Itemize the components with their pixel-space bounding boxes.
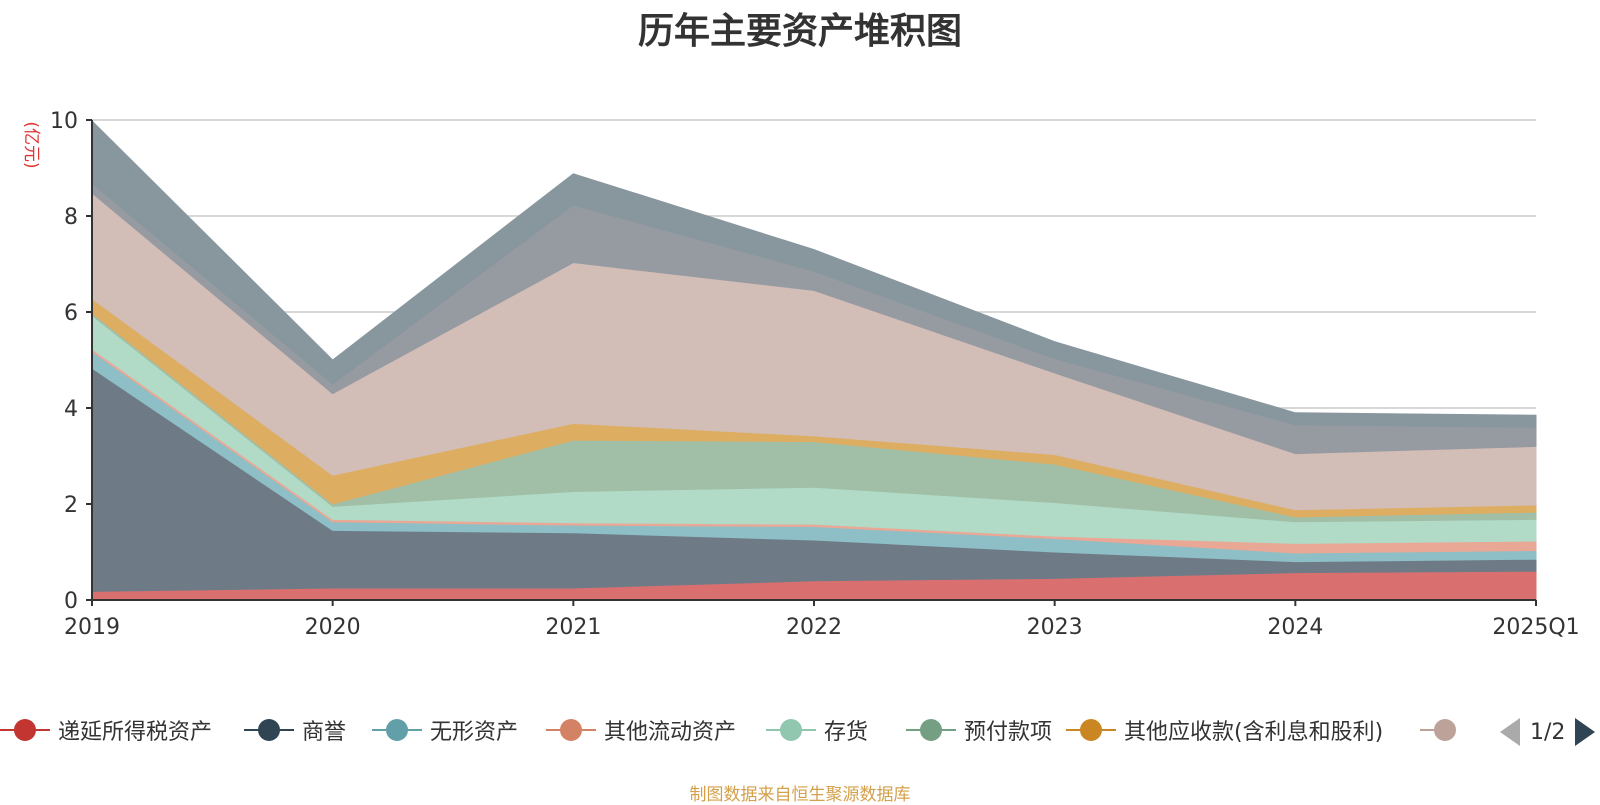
x-tick-label: 2022 [786,615,842,640]
legend-label: 商誉 [302,720,347,745]
legend-item[interactable]: 商誉 [244,712,346,748]
legend-item[interactable]: 递延所得税资产 [0,712,212,748]
legend-marker-icon [766,716,816,744]
x-tick-label: 2023 [1027,615,1083,640]
legend-item[interactable]: 其他流动资产 [546,712,736,748]
legend-marker-icon [1420,716,1456,744]
legend-item[interactable]: 无形资产 [372,712,518,748]
legend-marker-icon [372,716,422,744]
legend-next-page-icon[interactable] [1575,718,1596,746]
area-series [91,119,1537,601]
legend-item[interactable]: 其他应收款(含利息和股利) [1066,712,1383,748]
legend-label: 递延所得税资产 [58,720,213,745]
legend: 递延所得税资产 商誉 无形资产 其他流动资产 存货 预付款项 其他应收款(含利息和股利) [0,712,1600,752]
y-unit-label: (亿元) [21,121,41,168]
legend-item[interactable] [1420,712,1460,748]
legend-marker-dot [1080,719,1102,741]
area-series-9 [91,119,1537,428]
x-tick-label: 2019 [64,615,120,640]
legend-label: 预付款项 [964,720,1053,745]
legend-prev-page-icon[interactable] [1500,718,1520,746]
legend-item[interactable]: 预付款项 [906,712,1052,748]
legend-marker-dot [258,719,280,741]
legend-marker-icon [244,716,294,744]
y-tick-label: 6 [64,301,78,326]
legend-label: 其他应收款(含利息和股利) [1124,720,1384,745]
legend-marker-icon [1066,716,1116,744]
data-source-note: 制图数据来自恒生聚源数据库 [689,785,911,805]
y-tick-label: 8 [64,205,78,230]
legend-marker-icon [0,716,50,744]
legend-marker-dot [14,719,36,741]
legend-label: 无形资产 [430,720,519,745]
chart-title: 历年主要资产堆积图 [637,11,962,52]
legend-marker-dot [1434,719,1456,741]
legend-page-indicator: 1/2 [1530,719,1566,745]
legend-marker-dot [386,719,408,741]
x-tick-label: 2024 [1267,615,1323,640]
legend-marker-dot [780,719,802,741]
y-tick-label: 4 [64,397,78,422]
legend-pager: 1/2 [1500,718,1596,746]
legend-label: 其他流动资产 [604,720,737,745]
y-tick-label: 0 [64,589,78,614]
x-tick-label: 2020 [305,615,361,640]
legend-marker-dot [920,719,942,741]
x-tick-label: 2025Q1 [1492,615,1579,640]
y-tick-label: 10 [50,109,78,134]
legend-marker-dot [560,719,582,741]
x-tick-label: 2021 [545,615,601,640]
legend-marker-icon [546,716,596,744]
y-tick-label: 2 [64,493,78,518]
tick-labels: 0 2 4 6 8 10 2019 2020 2021 2022 2023 2024 2025Q1 [50,109,1580,640]
legend-label: 存货 [824,720,869,745]
legend-marker-icon [906,716,956,744]
legend-item[interactable]: 存货 [766,712,868,748]
